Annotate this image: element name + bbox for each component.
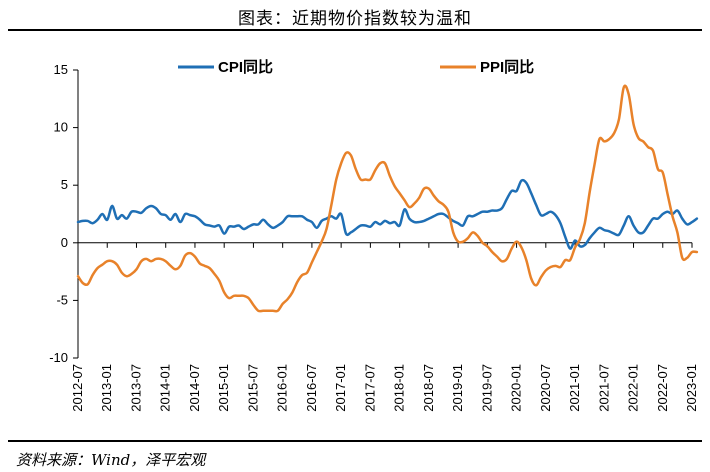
x-tick-label: 2014-07	[187, 364, 202, 412]
x-tick-label: 2020-07	[538, 364, 553, 412]
x-tick-label: 2016-01	[275, 364, 290, 412]
series-lines	[76, 84, 699, 313]
chart-title: 图表：近期物价指数较为温和	[238, 9, 472, 29]
y-tick-label: 10	[54, 120, 68, 135]
x-tick-label: 2022-07	[655, 364, 670, 412]
series-line-cpi	[76, 178, 699, 250]
x-tick-label: 2017-01	[333, 364, 348, 412]
legend-label-ppi: PPI同比	[480, 58, 534, 76]
x-tick-label: 2017-07	[362, 364, 377, 412]
x-tick-label: 2021-01	[567, 364, 582, 412]
x-tick-label: 2019-07	[479, 364, 494, 412]
y-tick-label: 0	[61, 235, 68, 250]
x-tick-label: 2015-07	[245, 364, 260, 412]
x-tick-label: 2023-01	[684, 364, 699, 412]
x-tick-label: 2018-01	[392, 364, 407, 412]
x-tick-label: 2020-01	[509, 364, 524, 412]
x-tick-label: 2016-07	[304, 364, 319, 412]
bottom-rule	[8, 440, 702, 442]
series-line-ppi	[76, 84, 699, 313]
legend-label-cpi: CPI同比	[218, 58, 273, 76]
top-rule	[8, 29, 702, 31]
x-tick-label: 2014-01	[158, 364, 173, 412]
y-tick-label: 15	[54, 62, 68, 77]
y-tick-label: 5	[61, 177, 68, 192]
y-tick-label: -5	[56, 292, 68, 307]
legend: CPI同比 PPI同比	[178, 58, 534, 76]
y-tick-label: -10	[49, 350, 68, 365]
x-tick-label: 2013-01	[99, 364, 114, 412]
x-tick-label: 2012-07	[70, 364, 85, 412]
x-tick-label: 2018-07	[421, 364, 436, 412]
x-tick-label: 2013-07	[128, 364, 143, 412]
x-tick-label: 2022-01	[626, 364, 641, 412]
source-note: 资料来源：Wind，泽平宏观	[16, 451, 206, 469]
x-tick-label: 2019-01	[450, 364, 465, 412]
x-tick-label: 2021-07	[596, 364, 611, 412]
x-tick-label: 2015-01	[216, 364, 231, 412]
